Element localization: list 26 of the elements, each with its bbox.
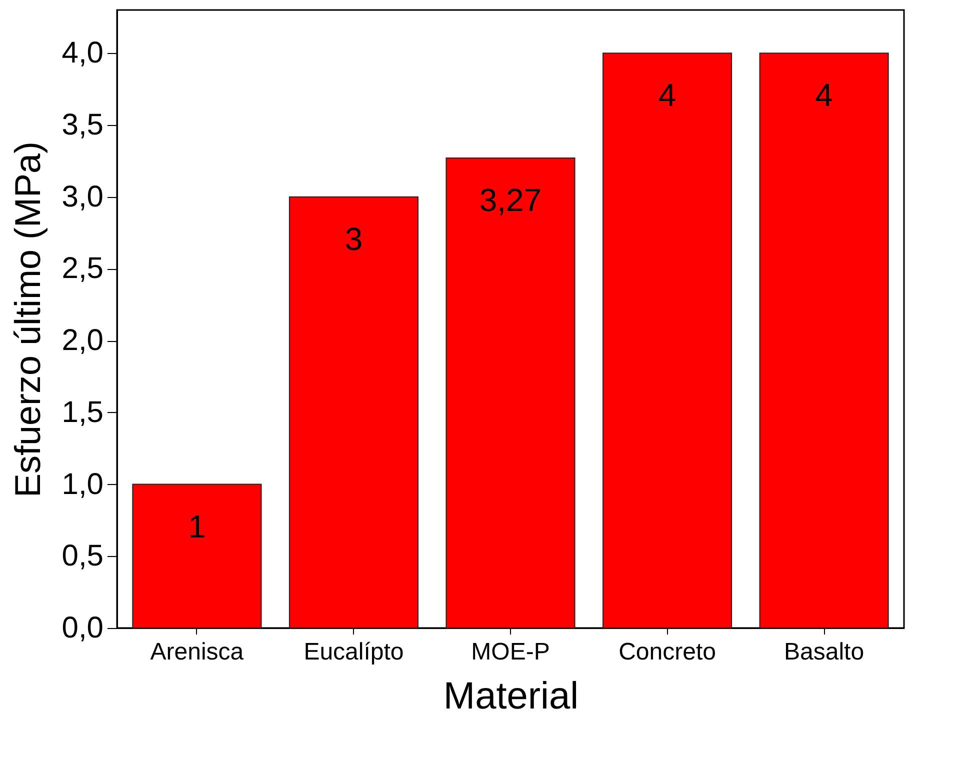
x-tick-label: Basalto (784, 638, 864, 666)
x-axis-title: Material (443, 676, 579, 718)
data-label: 4 (815, 77, 833, 114)
y-tick-label: 2,5 (62, 252, 104, 286)
data-label: 4 (658, 77, 676, 114)
y-tick-label: 4,0 (62, 36, 104, 70)
y-tick-label: 0,0 (62, 612, 104, 644)
x-tick-label: Eucalípto (304, 638, 404, 666)
y-tick-label: 3,5 (62, 108, 104, 142)
bar (602, 52, 732, 628)
y-tick-label: 1,5 (62, 396, 104, 429)
y-tick-label: 3,0 (62, 180, 104, 214)
bar (132, 484, 262, 628)
bar (446, 158, 576, 628)
data-label: 3,27 (479, 182, 542, 218)
y-tick-label: 1,0 (62, 468, 104, 501)
data-label: 3 (344, 220, 363, 257)
bar (759, 52, 889, 628)
x-tick-label: Concreto (618, 638, 716, 666)
bar (288, 196, 419, 628)
y-tick-label: 0,5 (62, 540, 104, 573)
x-tick-label: Arenisca (150, 638, 244, 666)
y-tick-label: 2,0 (62, 324, 104, 358)
data-label: 1 (188, 508, 206, 544)
y-axis-title: Esfuerzo último (MPa) (6, 141, 48, 498)
x-tick-label: MOE-P (471, 638, 550, 666)
